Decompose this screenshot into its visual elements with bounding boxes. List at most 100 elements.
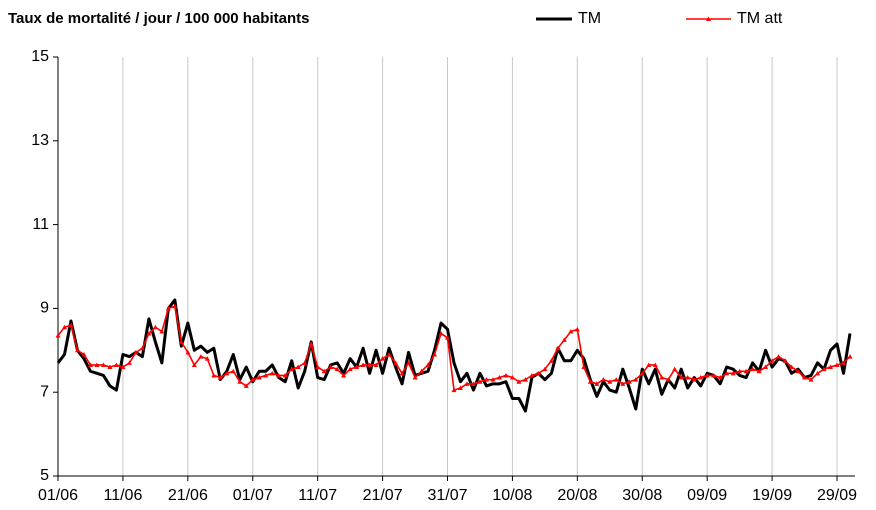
series-marker (425, 362, 431, 367)
series-marker (548, 358, 554, 363)
series-marker (776, 354, 782, 359)
series-marker (328, 364, 334, 370)
x-tick-label: 19/09 (752, 487, 792, 504)
series-marker (165, 305, 171, 311)
series-marker (347, 366, 353, 372)
x-tick-label: 01/07 (233, 487, 273, 504)
series-marker (334, 366, 340, 372)
series-marker (834, 362, 840, 367)
series-marker (198, 354, 204, 359)
series-marker (763, 364, 769, 370)
series-marker (737, 368, 743, 374)
series-marker (581, 364, 587, 370)
series-marker (354, 364, 360, 370)
series-marker (308, 341, 314, 347)
series-marker (146, 331, 152, 336)
series-marker (828, 364, 834, 370)
x-tick-label: 21/06 (168, 487, 208, 504)
series-marker (341, 372, 347, 378)
legend-label: TM att (737, 10, 783, 27)
series-marker (464, 381, 470, 386)
series-marker (367, 362, 373, 367)
series-marker (516, 379, 522, 384)
series-marker (237, 379, 243, 384)
series-marker (159, 328, 165, 334)
series-marker (750, 366, 756, 372)
y-tick-label: 5 (40, 467, 49, 484)
series-marker (432, 351, 438, 357)
x-tick-label: 31/07 (427, 487, 467, 504)
series-marker (626, 379, 632, 384)
series-marker (535, 370, 541, 376)
series-marker (756, 368, 762, 374)
series-marker (821, 366, 827, 372)
series-marker (445, 335, 451, 340)
series-marker (730, 370, 736, 376)
series-marker (522, 377, 528, 382)
series-marker (639, 370, 645, 376)
series-marker (691, 377, 697, 382)
x-tick-label: 10/08 (492, 487, 532, 504)
series-marker (269, 370, 275, 376)
y-tick-label: 9 (40, 300, 49, 317)
series-marker (678, 375, 684, 380)
y-tick-label: 13 (31, 132, 49, 149)
series-marker (61, 324, 67, 330)
series-marker (470, 381, 476, 386)
legend-label: TM (578, 10, 601, 27)
series-marker (457, 385, 463, 391)
series-marker (126, 360, 132, 365)
series-marker (55, 333, 61, 338)
series-marker (665, 377, 671, 382)
series-marker (704, 372, 710, 378)
chart-title: Taux de mortalité / jour / 100 000 habit… (8, 10, 309, 27)
series-marker (282, 372, 288, 378)
series-marker (503, 372, 509, 378)
y-tick-label: 7 (40, 383, 49, 400)
x-tick-label: 20/08 (557, 487, 597, 504)
series-marker (724, 370, 730, 376)
series-marker (490, 377, 496, 382)
series-marker (406, 360, 412, 365)
series-line (57, 305, 851, 391)
series-marker (185, 349, 191, 355)
series-marker (646, 362, 652, 367)
series-marker (711, 372, 717, 378)
series-marker (211, 372, 217, 378)
series-marker (191, 362, 197, 367)
series-marker (633, 377, 639, 382)
series-marker (113, 362, 119, 367)
series-marker (243, 383, 249, 388)
series-marker (172, 303, 178, 309)
series-marker (542, 366, 548, 372)
series-marker (250, 377, 256, 382)
series-marker (594, 381, 600, 386)
series-line (56, 298, 852, 413)
series-marker (574, 326, 580, 332)
series-marker (380, 356, 386, 361)
series-marker (607, 379, 613, 384)
series-marker (393, 360, 399, 365)
series-marker (529, 372, 535, 378)
series-marker (302, 360, 308, 365)
series-marker (613, 377, 619, 382)
series-marker (295, 364, 301, 370)
series-marker (477, 379, 483, 384)
series-marker (256, 375, 262, 380)
series-marker (120, 364, 126, 370)
series-marker (412, 375, 418, 380)
series-marker (496, 375, 502, 380)
series-marker (315, 364, 321, 370)
series-marker (94, 362, 100, 367)
legend-marker (706, 16, 711, 21)
series-marker (815, 370, 821, 376)
series-marker (743, 368, 749, 374)
series-marker (568, 328, 574, 334)
x-tick-label: 11/07 (298, 487, 337, 504)
series-marker (399, 370, 405, 376)
x-tick-label: 09/09 (687, 487, 727, 504)
series-marker (321, 368, 327, 374)
series-marker (289, 366, 295, 372)
series-marker (802, 375, 808, 380)
